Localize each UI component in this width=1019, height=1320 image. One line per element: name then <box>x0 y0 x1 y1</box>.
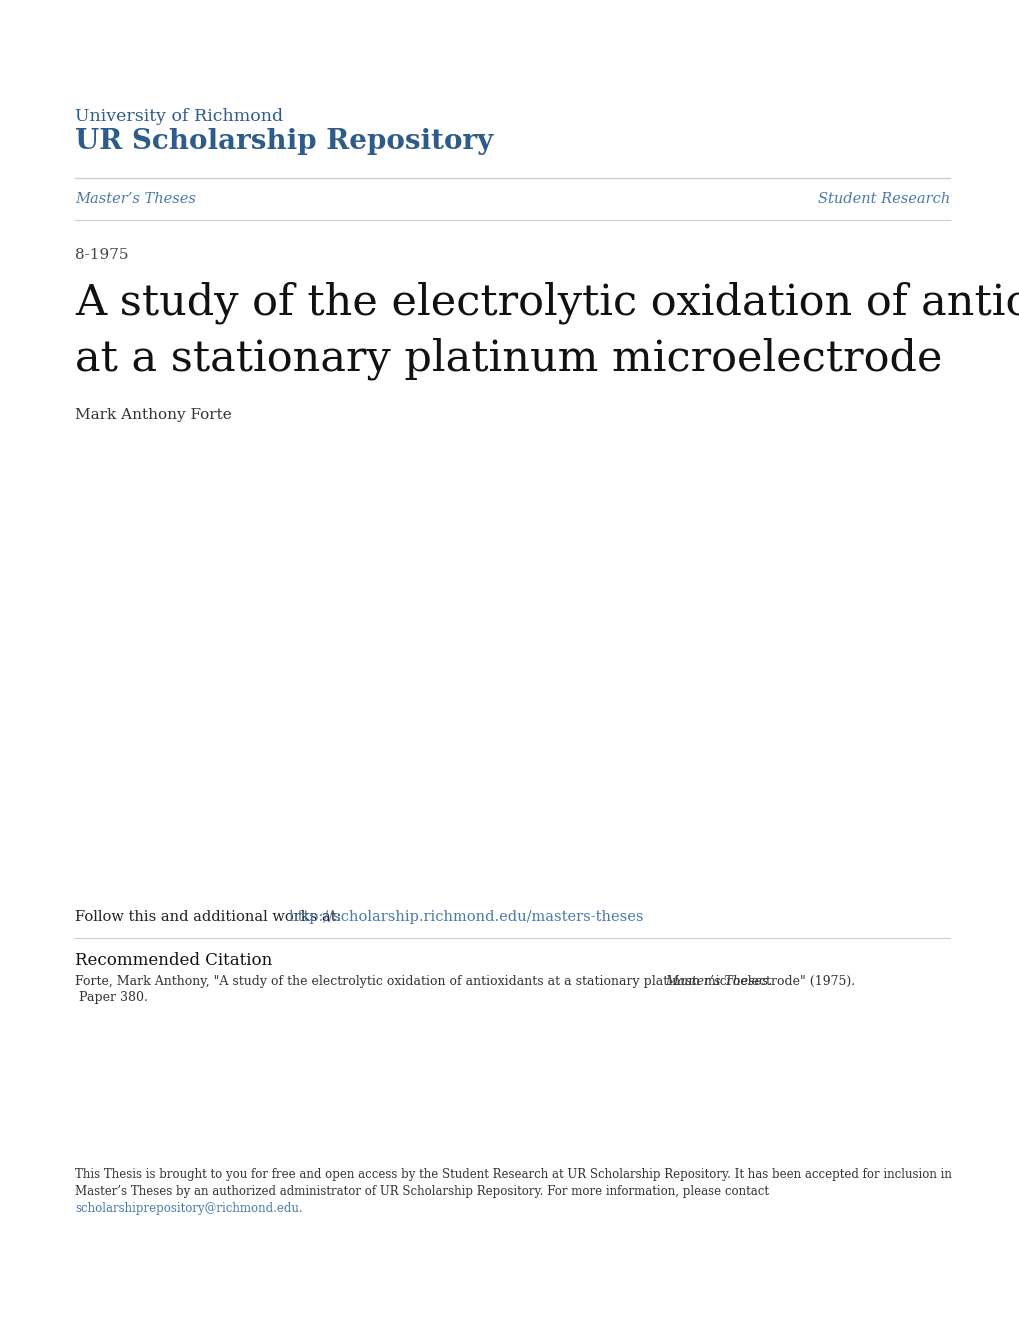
Text: This Thesis is brought to you for free and open access by the Student Research a: This Thesis is brought to you for free a… <box>75 1168 951 1181</box>
Text: Recommended Citation: Recommended Citation <box>75 952 272 969</box>
Text: A study of the electrolytic oxidation of antioxidants: A study of the electrolytic oxidation of… <box>75 282 1019 325</box>
Text: Master’s Theses by an authorized administrator of UR Scholarship Repository. For: Master’s Theses by an authorized adminis… <box>75 1185 768 1199</box>
Text: scholarshiprepository@richmond.edu.: scholarshiprepository@richmond.edu. <box>75 1203 303 1214</box>
Text: University of Richmond: University of Richmond <box>75 108 283 125</box>
Text: Student Research: Student Research <box>817 191 949 206</box>
Text: Paper 380.: Paper 380. <box>75 991 148 1005</box>
Text: Mark Anthony Forte: Mark Anthony Forte <box>75 408 231 422</box>
Text: http://scholarship.richmond.edu/masters-theses: http://scholarship.richmond.edu/masters-… <box>288 909 644 924</box>
Text: Master’s Theses.: Master’s Theses. <box>664 975 771 987</box>
Text: 8-1975: 8-1975 <box>75 248 128 261</box>
Text: UR Scholarship Repository: UR Scholarship Repository <box>75 128 493 154</box>
Text: Forte, Mark Anthony, "A study of the electrolytic oxidation of antioxidants at a: Forte, Mark Anthony, "A study of the ele… <box>75 975 858 987</box>
Text: Master’s Theses: Master’s Theses <box>75 191 196 206</box>
Text: at a stationary platinum microelectrode: at a stationary platinum microelectrode <box>75 338 942 380</box>
Text: Follow this and additional works at:: Follow this and additional works at: <box>75 909 345 924</box>
